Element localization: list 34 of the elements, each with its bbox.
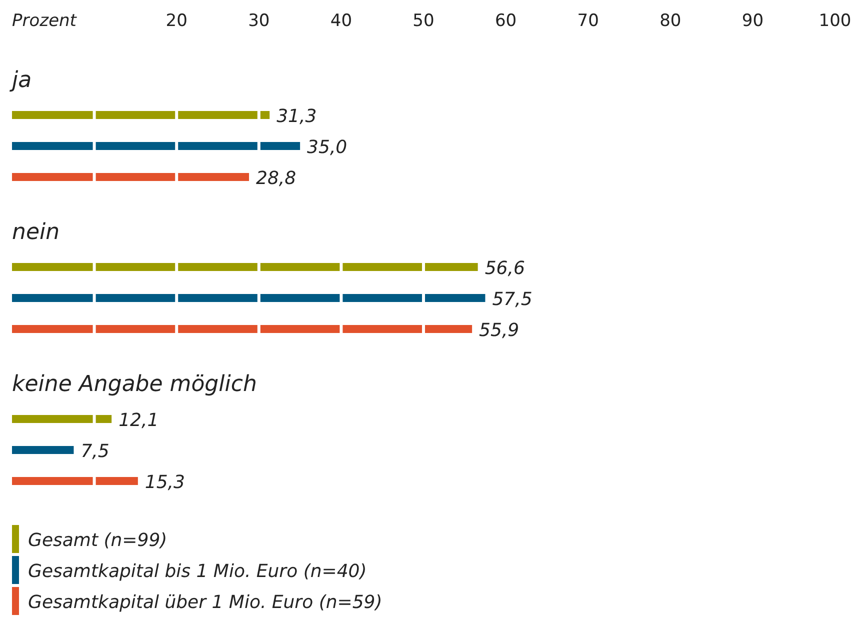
data-label: 31,3 xyxy=(276,106,317,127)
x-tick-label: 20 xyxy=(166,11,188,31)
data-label: 28,8 xyxy=(256,168,296,189)
legend-label: Gesamtkapital über 1 Mio. Euro (n=59) xyxy=(28,592,382,613)
bar xyxy=(12,477,138,485)
legend-label: Gesamt (n=99) xyxy=(28,530,168,551)
legend-label: Gesamtkapital bis 1 Mio. Euro (n=40) xyxy=(28,561,367,582)
x-tick-label: 90 xyxy=(742,11,764,31)
data-label: 55,9 xyxy=(479,320,520,341)
bar xyxy=(12,142,300,150)
y-tick-label: keine Angabe möglich xyxy=(12,372,257,397)
x-tick-label: 50 xyxy=(412,11,434,31)
y-tick-label: ja xyxy=(9,68,32,93)
data-label: 57,5 xyxy=(492,289,532,310)
data-label: 12,1 xyxy=(118,410,159,431)
bar xyxy=(12,325,472,333)
x-tick-label: 30 xyxy=(248,11,270,31)
x-tick-label: 70 xyxy=(577,11,599,31)
data-label: 7,5 xyxy=(80,441,110,462)
x-tick-label: 100 xyxy=(818,11,852,31)
x-tick-label: 40 xyxy=(330,11,352,31)
x-axis-title: Prozent xyxy=(12,11,78,31)
y-tick-label: nein xyxy=(12,220,60,245)
data-label: 15,3 xyxy=(144,472,185,493)
data-label: 56,6 xyxy=(484,258,525,279)
bar xyxy=(12,173,250,181)
bar xyxy=(12,446,74,454)
bar xyxy=(12,263,478,271)
x-tick-label: 80 xyxy=(660,11,682,31)
bar xyxy=(12,111,270,119)
bar xyxy=(12,294,486,302)
data-label: 35,0 xyxy=(307,137,348,158)
x-tick-label: 60 xyxy=(494,11,517,31)
bar xyxy=(12,415,112,423)
